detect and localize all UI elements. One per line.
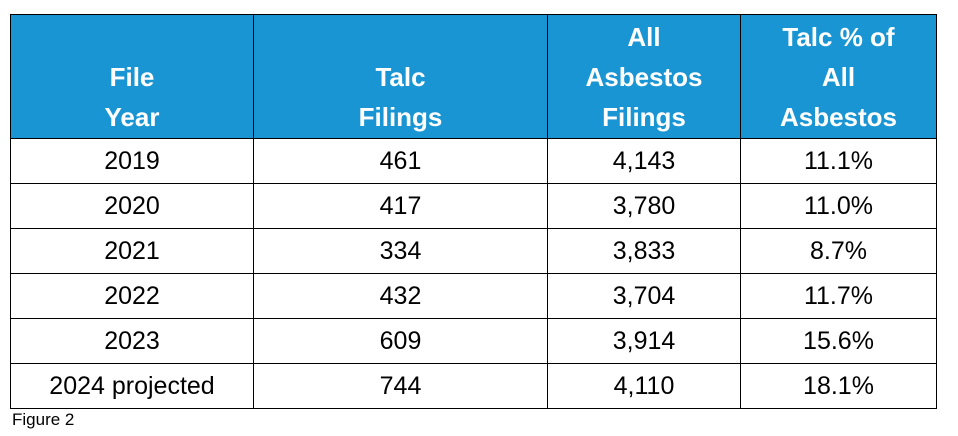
- header-talc-percent: Talc % of All Asbestos: [740, 14, 937, 139]
- table-row: 2022 432 3,704 11.7%: [10, 273, 937, 319]
- cell-talc-percent: 15.6%: [740, 318, 937, 364]
- cell-all-asbestos: 3,780: [547, 183, 741, 229]
- cell-talc-percent: 11.0%: [740, 183, 937, 229]
- cell-year: 2023: [10, 318, 254, 364]
- cell-all-asbestos: 3,833: [547, 228, 741, 274]
- header-text: Asbestos: [585, 62, 703, 92]
- header-text: Asbestos: [779, 102, 898, 132]
- table-row: 2019 461 4,143 11.1%: [10, 138, 937, 184]
- header-text: All: [821, 62, 856, 92]
- header-text: Talc % of: [782, 22, 895, 52]
- header-all-asbestos-filings: All Asbestos Filings: [547, 14, 741, 139]
- header-talc-filings: Talc Filings: [253, 14, 548, 139]
- table-row: 2021 334 3,833 8.7%: [10, 228, 937, 274]
- cell-year: 2021: [10, 228, 254, 274]
- cell-year: 2024 projected: [10, 363, 254, 409]
- cell-all-asbestos: 3,704: [547, 273, 741, 319]
- cell-talc-filings: 461: [253, 138, 548, 184]
- cell-year: 2019: [10, 138, 254, 184]
- table-row: 2024 projected 744 4,110 18.1%: [10, 363, 937, 409]
- header-row: File Year Talc Filings All Asbestos Fili…: [10, 14, 937, 139]
- header-text: Filings: [358, 102, 443, 132]
- cell-talc-filings: 417: [253, 183, 548, 229]
- header-text: Filings: [602, 102, 686, 132]
- cell-all-asbestos: 4,110: [547, 363, 741, 409]
- cell-all-asbestos: 4,143: [547, 138, 741, 184]
- cell-talc-percent: 18.1%: [740, 363, 937, 409]
- cell-year: 2020: [10, 183, 254, 229]
- header-text: Talc: [375, 62, 426, 92]
- cell-talc-filings: 609: [253, 318, 548, 364]
- cell-talc-filings: 744: [253, 363, 548, 409]
- talc-filings-table: File Year Talc Filings All Asbestos Fili…: [10, 14, 937, 409]
- cell-year: 2022: [10, 273, 254, 319]
- cell-talc-percent: 11.1%: [740, 138, 937, 184]
- header-text: Year: [104, 102, 160, 132]
- cell-talc-filings: 334: [253, 228, 548, 274]
- cell-all-asbestos: 3,914: [547, 318, 741, 364]
- header-text: All: [627, 22, 661, 52]
- cell-talc-filings: 432: [253, 273, 548, 319]
- header-text: File: [109, 62, 155, 92]
- table-row: 2023 609 3,914 15.6%: [10, 318, 937, 364]
- figure-caption: Figure 2: [12, 410, 75, 429]
- table-row: 2020 417 3,780 11.0%: [10, 183, 937, 229]
- cell-talc-percent: 11.7%: [740, 273, 937, 319]
- header-file-year: File Year: [10, 14, 254, 139]
- cell-talc-percent: 8.7%: [740, 228, 937, 274]
